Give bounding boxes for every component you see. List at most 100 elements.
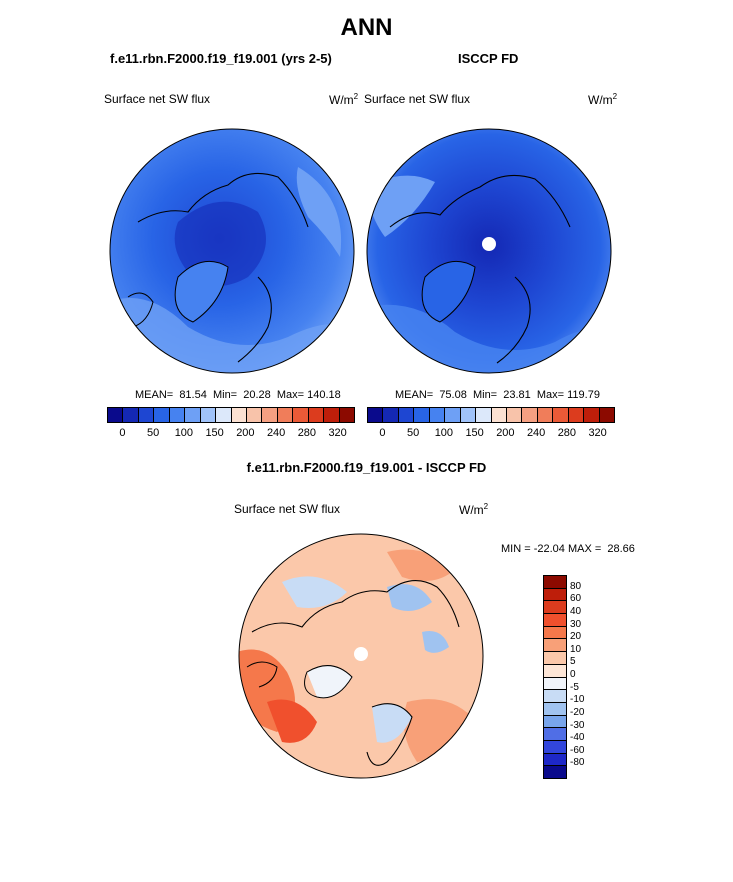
colorbar-tick-label: 280 — [297, 427, 317, 439]
colorbar-swatch — [108, 408, 124, 422]
colorbar-swatch — [544, 690, 566, 703]
colorbar-swatch — [339, 408, 354, 422]
colorbar-swatch — [544, 626, 566, 640]
colorbar-tick-label: -60 — [570, 744, 585, 756]
colorbar-tick-label: 200 — [236, 427, 255, 439]
diff-greenland — [304, 665, 353, 699]
colorbar-tick-label: -30 — [570, 719, 585, 731]
colorbar-swatch — [544, 664, 566, 678]
diff-coast-a — [251, 580, 460, 633]
colorbar-swatch — [544, 753, 566, 767]
diff-polar-map — [238, 533, 484, 779]
colorbar-tick-label: 20 — [570, 631, 582, 643]
colorbar-swatch — [154, 408, 170, 422]
panel1-colorbar — [107, 407, 355, 423]
map2-coast-b — [496, 276, 531, 364]
map2-greenland — [421, 260, 476, 323]
panel2-colorbar — [367, 407, 615, 423]
diff-coast-c — [246, 661, 278, 688]
colorbar-tick-label: 50 — [147, 427, 160, 439]
colorbar-swatch — [476, 408, 492, 422]
colorbar-swatch — [216, 408, 232, 422]
colorbar-swatch — [544, 601, 566, 615]
diff-case-title: f.e11.rbn.F2000.f19_f19.001 - ISCCP FD — [246, 460, 487, 475]
panel1-units: W/m2 — [329, 92, 358, 107]
diff-units-sup: 2 — [483, 502, 489, 511]
diff-cool5 — [422, 631, 449, 653]
panel1-units-text: W/m — [329, 93, 354, 107]
colorbar-swatch — [506, 408, 523, 422]
page-title: ANN — [340, 14, 393, 41]
colorbar-tick-label: 40 — [570, 605, 582, 617]
colorbar-swatch — [544, 766, 566, 778]
panel2-units: W/m2 — [588, 92, 617, 107]
colorbar-swatch — [246, 408, 263, 422]
colorbar-tick-label: 320 — [328, 427, 347, 439]
diff-units-text: W/m — [459, 503, 484, 517]
diff-warm2 — [267, 699, 317, 743]
diff-units: W/m2 — [459, 502, 488, 517]
colorbar-tick-label: 150 — [465, 427, 484, 439]
map2-coast-a — [389, 174, 571, 228]
diff-cool2 — [387, 584, 432, 611]
colorbar-tick-label: -40 — [570, 732, 585, 744]
colorbar-tick-label: 0 — [379, 427, 386, 439]
colorbar-tick-label: 0 — [119, 427, 126, 439]
colorbar-swatch — [308, 408, 325, 422]
panel1-varname: Surface net SW flux — [104, 92, 211, 106]
colorbar-tick-label: -80 — [570, 757, 585, 769]
colorbar-tick-label: 60 — [570, 593, 582, 605]
colorbar-tick-label: -20 — [570, 706, 585, 718]
panel1-case-title: f.e11.rbn.F2000.f19_f19.001 (yrs 2-5) — [110, 51, 332, 66]
colorbar-tick-label: -5 — [570, 681, 579, 693]
panel2-varname: Surface net SW flux — [364, 92, 471, 106]
map1-lightpatch — [296, 167, 342, 257]
colorbar-swatch — [544, 728, 566, 741]
colorbar-swatch — [491, 408, 507, 422]
diff-cool3 — [307, 665, 352, 698]
colorbar-tick-label: 240 — [526, 427, 546, 439]
colorbar-tick-label: 100 — [434, 427, 454, 439]
diff-stats: MIN = -22.04 MAX = 28.66 — [501, 543, 635, 555]
colorbar-swatch — [231, 408, 247, 422]
colorbar-tick-label: 5 — [570, 656, 576, 668]
diff-warm3 — [387, 549, 452, 581]
colorbar-swatch — [544, 576, 566, 589]
map1-coast-c — [127, 292, 154, 328]
panel2-case-title: ISCCP FD — [458, 51, 519, 66]
colorbar-tick-label: 10 — [570, 643, 582, 655]
diff-polehole — [354, 647, 368, 661]
diff-cool4 — [372, 703, 412, 743]
colorbar-tick-label: 0 — [570, 669, 576, 680]
colorbar-tick-label: 80 — [570, 580, 582, 592]
colorbar-swatch — [544, 677, 566, 691]
colorbar-swatch — [460, 408, 477, 422]
colorbar-tick-label: 280 — [557, 427, 577, 439]
colorbar-tick-label: 150 — [205, 427, 224, 439]
colorbar-swatch — [398, 408, 415, 422]
colorbar-swatch — [544, 614, 566, 627]
panel1-stats: MEAN= 81.54 Min= 20.28 Max= 140.18 — [135, 389, 341, 401]
map1-coast-b — [237, 276, 272, 363]
diff-colorbar — [543, 575, 567, 779]
diff-varname: Surface net SW flux — [234, 502, 341, 516]
colorbar-swatch — [324, 408, 340, 422]
colorbar-swatch — [368, 408, 384, 422]
colorbar-swatch — [445, 408, 461, 422]
colorbar-swatch — [277, 408, 294, 422]
panel2-polar-map — [366, 128, 612, 374]
colorbar-swatch — [383, 408, 399, 422]
colorbar-swatch — [553, 408, 569, 422]
colorbar-swatch — [544, 702, 566, 716]
colorbar-tick-label: 240 — [266, 427, 286, 439]
colorbar-swatch — [568, 408, 585, 422]
colorbar-swatch — [544, 740, 566, 754]
colorbar-swatch — [414, 408, 430, 422]
colorbar-swatch — [262, 408, 278, 422]
colorbar-tick-label: 50 — [407, 427, 420, 439]
colorbar-swatch — [522, 408, 538, 422]
panel2-stats: MEAN= 75.08 Min= 23.81 Max= 119.79 — [395, 389, 600, 401]
panel1-units-sup: 2 — [353, 92, 359, 101]
diff-cool1 — [282, 576, 347, 608]
colorbar-tick-label: 30 — [570, 618, 582, 630]
